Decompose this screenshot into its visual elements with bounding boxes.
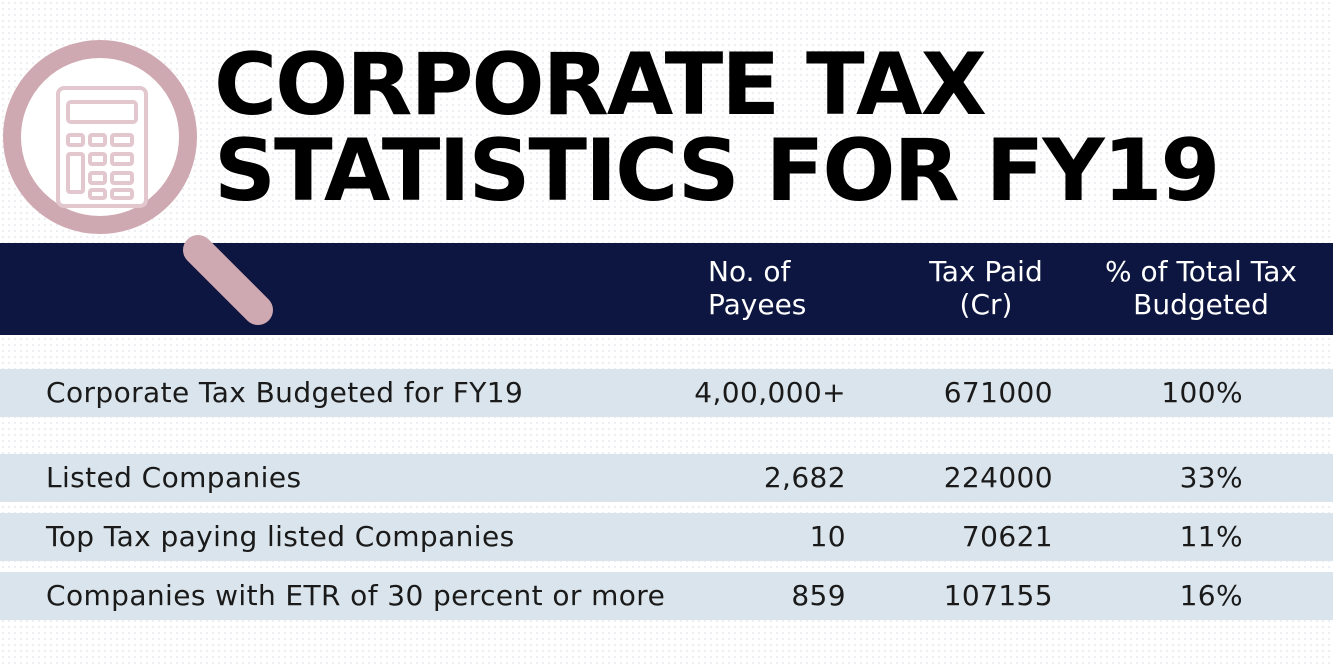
table-row: Listed Companies 2,682 224000 33% bbox=[0, 454, 1333, 502]
calculator-icon bbox=[56, 86, 148, 208]
row-label: Companies with ETR of 30 percent or more bbox=[46, 579, 666, 612]
row-label: Corporate Tax Budgeted for FY19 bbox=[46, 376, 524, 409]
magnifier-calculator-icon bbox=[3, 40, 273, 325]
row-pct: 33% bbox=[1179, 461, 1243, 494]
row-pct: 100% bbox=[1161, 376, 1243, 409]
table-row: Corporate Tax Budgeted for FY19 4,00,000… bbox=[0, 369, 1333, 417]
row-pct: 11% bbox=[1179, 520, 1243, 553]
row-tax-paid: 70621 bbox=[961, 520, 1053, 553]
table-row: Companies with ETR of 30 percent or more… bbox=[0, 572, 1333, 620]
row-tax-paid: 107155 bbox=[943, 579, 1053, 612]
row-tax-paid: 671000 bbox=[943, 376, 1053, 409]
row-label: Top Tax paying listed Companies bbox=[46, 520, 515, 553]
row-tax-paid: 224000 bbox=[943, 461, 1053, 494]
row-payees: 10 bbox=[809, 520, 846, 553]
column-header-pct-budgeted: % of Total Tax Budgeted bbox=[1105, 255, 1297, 321]
row-payees: 4,00,000+ bbox=[694, 376, 846, 409]
column-header-payees: No. of Payees bbox=[708, 255, 807, 321]
table-row: Top Tax paying listed Companies 10 70621… bbox=[0, 513, 1333, 561]
column-header-tax-paid: Tax Paid (Cr) bbox=[929, 255, 1043, 321]
row-payees: 859 bbox=[791, 579, 846, 612]
magnifier-handle bbox=[183, 235, 273, 325]
title-line-2: STATISTICS FOR FY19 bbox=[214, 121, 1220, 221]
row-payees: 2,682 bbox=[763, 461, 846, 494]
row-pct: 16% bbox=[1179, 579, 1243, 612]
title-line-1: CORPORATE TAX bbox=[214, 35, 987, 135]
row-label: Listed Companies bbox=[46, 461, 302, 494]
page-title: CORPORATE TAX STATISTICS FOR FY19 bbox=[214, 35, 1220, 221]
